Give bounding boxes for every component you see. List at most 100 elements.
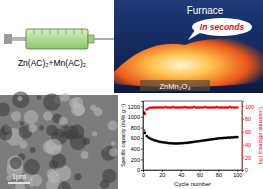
tick: 40	[242, 142, 251, 148]
tick-label: 800	[131, 125, 140, 131]
tick-mark	[141, 149, 143, 150]
sem-texture	[19, 140, 27, 148]
syringe-needle	[94, 38, 114, 39]
tick: 40	[178, 170, 184, 178]
sem-texture	[28, 124, 36, 132]
tick: 800	[131, 125, 143, 131]
sem-texture	[7, 175, 12, 180]
tick: 100	[242, 104, 254, 110]
tick: 60	[242, 129, 251, 135]
tick: 20	[159, 170, 165, 178]
scale-bar	[8, 182, 30, 184]
tick-label: 1000	[128, 114, 140, 120]
syringe-panel: Zn(AC)₂+Mn(AC)₂	[0, 0, 114, 93]
tick-label: 1200	[128, 104, 140, 110]
tick: 80	[216, 170, 222, 178]
tick-label: 100	[245, 104, 254, 110]
furnace-background	[114, 0, 263, 93]
barrel-graduation	[82, 29, 83, 34]
tick: 80	[242, 116, 251, 122]
plunger-head	[4, 34, 12, 44]
syringe-background	[0, 0, 112, 93]
series-1	[143, 106, 239, 132]
sem-texture	[100, 179, 109, 188]
chart-background	[119, 95, 263, 189]
tick: 400	[131, 146, 143, 152]
plunger-rod	[12, 37, 26, 41]
sem-texture	[24, 110, 38, 124]
tick: 20	[242, 155, 251, 161]
syringe-tip	[88, 35, 94, 43]
barrel-graduation	[50, 29, 51, 34]
syringe-label: Zn(AC)₂+Mn(AC)₂	[18, 58, 86, 68]
tick: 600	[131, 135, 143, 141]
sem-texture	[58, 182, 71, 189]
y-axis: 0 200 400 600 800 1000 1200	[128, 102, 144, 174]
data-point	[236, 106, 239, 109]
sem-texture	[61, 93, 70, 102]
sem-texture	[81, 151, 89, 159]
sem-texture	[74, 173, 81, 180]
furnace-panel: FurnaceIn secondsZnMn₂O₄	[114, 0, 263, 93]
data-point	[236, 136, 238, 138]
x-axis-title: Cycle number	[174, 181, 211, 187]
sem-image: 1μm	[0, 91, 118, 189]
tick-label: 60	[197, 172, 203, 178]
barrel-graduation	[34, 29, 35, 34]
furnace-label: Furnace	[187, 5, 224, 16]
sem-background	[0, 95, 118, 189]
barrel-graduation	[66, 29, 67, 34]
sem-texture	[109, 148, 118, 157]
tick-mark	[141, 128, 143, 129]
product-label: ZnMn₂O₄	[160, 82, 191, 91]
tick-label: 100	[233, 172, 242, 178]
y2-axis-title: Coulombic efficiency (%)	[258, 107, 263, 164]
sem-texture	[71, 103, 84, 116]
tick: 0	[242, 167, 248, 173]
sem-texture	[0, 103, 10, 117]
tick-label: 40	[178, 172, 184, 178]
tick: 100	[233, 170, 242, 178]
sem-texture	[108, 120, 118, 130]
sem-texture	[92, 131, 97, 136]
tick-label: 60	[245, 129, 251, 135]
barrel-graduation	[74, 29, 75, 34]
sem-texture	[37, 95, 42, 100]
tick-mark	[141, 106, 143, 107]
series-0	[143, 111, 238, 144]
sem-texture	[20, 121, 24, 125]
tick-label: 80	[216, 172, 222, 178]
sem-texture	[24, 159, 40, 175]
plot-marks	[143, 106, 239, 145]
barrel-graduation	[42, 29, 43, 34]
sem-texture	[46, 139, 63, 156]
tick: 60	[197, 170, 203, 178]
sem-texture	[30, 147, 36, 153]
sem-texture	[17, 96, 22, 101]
tick-mark	[242, 106, 244, 107]
tick-mark	[242, 119, 244, 120]
y2-axis: 0 20 40 60 80 100	[242, 102, 254, 174]
tick-mark	[141, 159, 143, 160]
tick: 200	[131, 157, 143, 163]
tick-label: 0	[137, 167, 140, 173]
tick: 1200	[128, 104, 143, 110]
tick-mark	[242, 157, 244, 158]
tick-mark	[141, 170, 143, 171]
tick: 1000	[128, 114, 143, 120]
plot-frame	[143, 101, 242, 170]
graphical-abstract: Zn(AC)₂+Mn(AC)₂FurnaceIn secondsZnMn₂O₄1…	[0, 0, 263, 189]
tick-label: 400	[131, 146, 140, 152]
sem-texture	[11, 111, 21, 121]
sem-texture	[70, 125, 85, 140]
sem-texture	[1, 124, 12, 135]
tick-label: 80	[245, 116, 251, 122]
tick-label: 20	[159, 172, 165, 178]
tick-label: 0	[245, 167, 248, 173]
tick-mark	[242, 145, 244, 146]
tick-label: 20	[245, 155, 251, 161]
product-boat	[140, 80, 210, 91]
tick-label: 200	[131, 157, 140, 163]
syringe-barrel	[26, 29, 88, 49]
x-axis: 020406080100	[142, 170, 243, 178]
